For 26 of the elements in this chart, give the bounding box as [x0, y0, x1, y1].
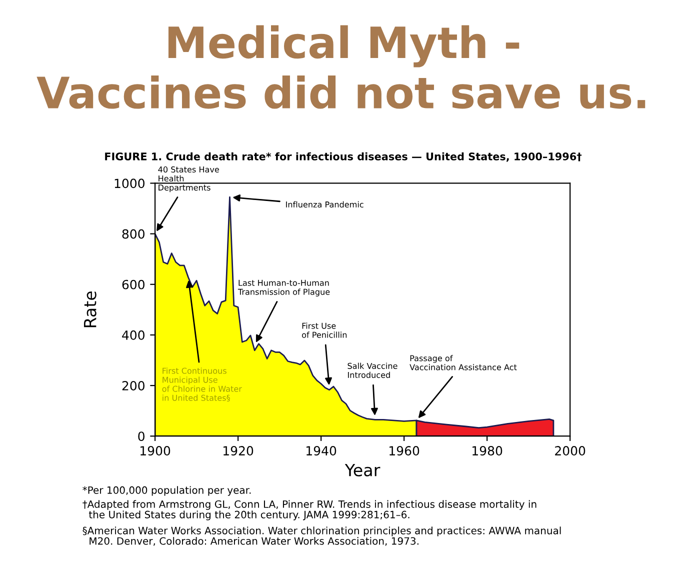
annotation: Passage of Vaccination Assistance Act — [410, 355, 517, 370]
y-tick-label: 600 — [122, 280, 144, 290]
annotation: Last Human-to-Human Transmission of Plague — [238, 280, 330, 296]
x-axis-title: Year — [344, 464, 380, 476]
y-tick-label: 800 — [122, 229, 144, 239]
y-tick-label: 200 — [122, 381, 144, 390]
chart-subtitle: FIGURE 1. Crude death rate* for infectious diseases — United States, 1900–1996† — [105, 152, 582, 162]
x-tick-label: 1900 — [140, 446, 170, 456]
annotation: First Use of Penicillin — [302, 322, 347, 338]
annotation: Salk Vaccine Introduced — [348, 362, 398, 378]
annotation: Influenza Pandemic — [286, 201, 364, 208]
annotation: First Continuous Municipal Use of Chlorine in Water in United States§ — [162, 368, 242, 402]
x-tick-label: 1920 — [224, 446, 254, 456]
x-tick-label: 1960 — [390, 446, 420, 456]
x-tick-label: 1940 — [306, 446, 336, 456]
x-tick-label: 1980 — [472, 446, 502, 456]
y-tick-label: 0 — [138, 432, 144, 442]
text: §American Water Works Association. Water chlorination principles and practices: AWWA manual M20. Denver, Colorado: American Water Works Association, 1973. — [82, 526, 561, 546]
y-tick-label: 1000 — [114, 178, 144, 188]
y-axis-title: Rate — [84, 291, 96, 328]
chart-title: Medical Myth - Vaccines did not save us. — [36, 25, 646, 109]
text: *Per 100,000 population per year. — [82, 486, 251, 496]
annotation: 40 States Have Health Departments — [158, 166, 219, 192]
y-tick-label: 400 — [122, 330, 144, 340]
x-tick-label: 2000 — [555, 446, 586, 456]
text: †Adapted from Armstrong GL, Conn LA, Pinner RW. Trends in infectious disease mortality in the United States during the 20th century. JAMA 1999:281;61–6. — [82, 500, 536, 520]
